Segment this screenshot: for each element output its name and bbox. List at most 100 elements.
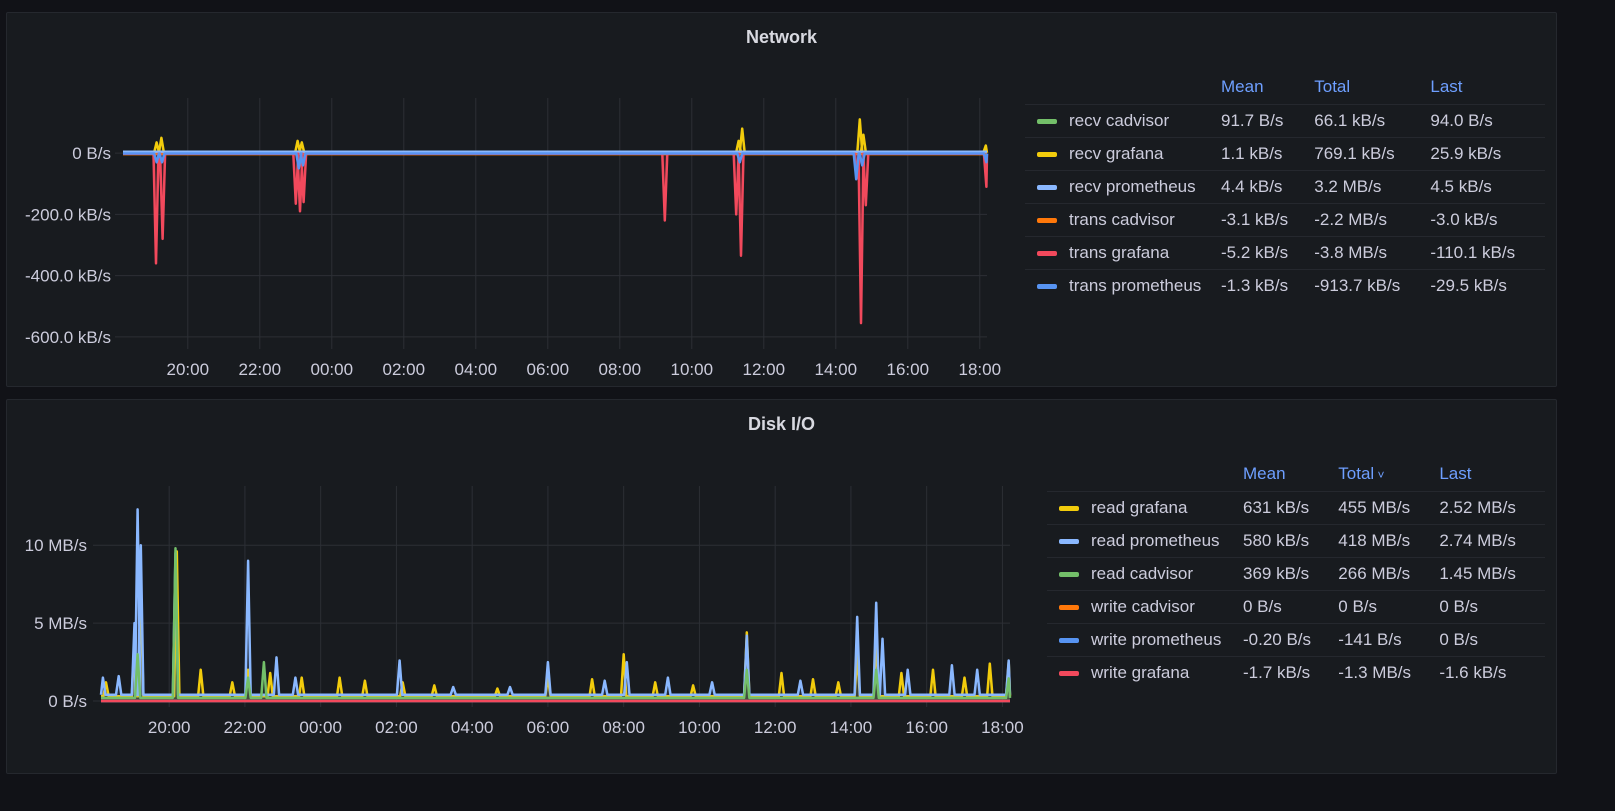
legend-value-total: -3.8 MB/s xyxy=(1314,235,1431,269)
series-color-swatch-icon[interactable] xyxy=(1059,505,1079,511)
x-tick-label: 12:00 xyxy=(754,718,797,737)
series-color-swatch-icon[interactable] xyxy=(1059,637,1079,643)
series-color-swatch-icon[interactable] xyxy=(1037,250,1057,256)
x-tick-label: 02:00 xyxy=(375,718,418,737)
legend-column-last[interactable]: Last xyxy=(1439,458,1545,491)
y-tick-label: 0 B/s xyxy=(72,144,111,163)
legend-series: recv prometheus xyxy=(1025,169,1221,203)
y-tick-label: 0 B/s xyxy=(48,692,87,711)
legend-value-last: 25.9 kB/s xyxy=(1430,136,1545,170)
legend-row[interactable]: trans prometheus -1.3 kB/s -913.7 kB/s -29.… xyxy=(1025,268,1545,302)
legend-value-last: 0 B/s xyxy=(1439,589,1545,623)
x-tick-label: 00:00 xyxy=(311,360,354,379)
legend-column-total[interactable]: Total xyxy=(1314,71,1430,104)
series-color-swatch-icon[interactable] xyxy=(1037,118,1057,124)
legend-column-mean[interactable]: Mean xyxy=(1243,458,1338,491)
series-name[interactable]: write prometheus xyxy=(1091,629,1222,649)
series-color-swatch-icon[interactable] xyxy=(1037,151,1057,157)
legend-series: write prometheus xyxy=(1047,622,1243,656)
x-tick-label: 12:00 xyxy=(743,360,786,379)
series-name[interactable]: recv cadvisor xyxy=(1069,110,1170,130)
legend-value-mean: -3.1 kB/s xyxy=(1221,202,1315,236)
legend-column-total[interactable]: Total ˅ xyxy=(1338,458,1439,491)
legend-row[interactable]: trans grafana -5.2 kB/s -3.8 MB/s -110.1 kB… xyxy=(1025,235,1545,269)
series-name[interactable]: write cadvisor xyxy=(1091,596,1195,616)
series-name[interactable]: write grafana xyxy=(1091,662,1190,682)
series-name[interactable]: trans grafana xyxy=(1069,242,1170,262)
legend-value-mean: 91.7 B/s xyxy=(1221,103,1315,137)
disk-io-panel: Disk I/O 0 B/s 5 MB/s 10 MB/s 20:00 22:00 00:… xyxy=(6,399,1557,774)
legend-column-mean[interactable]: Mean xyxy=(1221,71,1314,104)
legend-value-total: -1.3 MB/s xyxy=(1338,655,1440,689)
series-color-swatch-icon[interactable] xyxy=(1059,538,1079,544)
y-tick-label: -400.0 kB/s xyxy=(25,267,111,286)
series-name[interactable]: recv grafana xyxy=(1069,143,1164,163)
legend-value-mean: 1.1 kB/s xyxy=(1221,136,1315,170)
legend-value-total: 769.1 kB/s xyxy=(1314,136,1431,170)
series-name[interactable]: read cadvisor xyxy=(1091,563,1194,583)
legend-row[interactable]: read prometheus 580 kB/s 418 MB/s 2.74 MB/s xyxy=(1047,523,1545,557)
series-color-swatch-icon[interactable] xyxy=(1059,604,1079,610)
column-label: Total xyxy=(1338,464,1375,484)
y-tick-label: 5 MB/s xyxy=(34,614,87,633)
legend-value-total: -2.2 MB/s xyxy=(1314,202,1431,236)
x-tick-label: 20:00 xyxy=(148,718,191,737)
legend-column-last[interactable]: Last xyxy=(1430,71,1545,104)
legend-value-mean: -5.2 kB/s xyxy=(1221,235,1315,269)
legend-row[interactable]: recv prometheus 4.4 kB/s 3.2 MB/s 4.5 kB/s xyxy=(1025,169,1545,203)
legend-value-mean: -0.20 B/s xyxy=(1243,622,1339,656)
series-color-swatch-icon[interactable] xyxy=(1037,217,1057,223)
y-tick-label: -600.0 kB/s xyxy=(25,328,111,347)
legend-value-last: 2.74 MB/s xyxy=(1439,523,1545,557)
legend-row[interactable]: recv cadvisor 91.7 B/s 66.1 kB/s 94.0 B/s xyxy=(1025,103,1545,137)
panel-title: Network xyxy=(745,27,817,47)
y-tick-label: -200.0 kB/s xyxy=(25,205,111,224)
x-tick-label: 04:00 xyxy=(455,360,498,379)
legend-row[interactable]: trans cadvisor -3.1 kB/s -2.2 MB/s -3.0 kB/… xyxy=(1025,202,1545,236)
series-name[interactable]: read prometheus xyxy=(1091,530,1220,550)
legend-value-total: 0 B/s xyxy=(1338,589,1440,623)
series-color-swatch-icon[interactable] xyxy=(1037,184,1057,190)
series-line-read-prometheus xyxy=(99,508,1012,697)
x-tick-label: 18:00 xyxy=(981,718,1024,737)
x-tick-label: 08:00 xyxy=(599,360,642,379)
series-color-swatch-icon[interactable] xyxy=(1059,670,1079,676)
series-name[interactable]: trans prometheus xyxy=(1069,275,1202,295)
series-name[interactable]: trans cadvisor xyxy=(1069,209,1175,229)
legend-series: recv grafana xyxy=(1025,136,1221,170)
legend-row[interactable]: write cadvisor 0 B/s 0 B/s 0 B/s xyxy=(1047,589,1545,623)
legend-value-last: 94.0 B/s xyxy=(1430,103,1545,137)
legend-row[interactable]: write prometheus -0.20 B/s -141 B/s 0 B/s xyxy=(1047,622,1545,656)
legend-value-last: 4.5 kB/s xyxy=(1430,169,1545,203)
legend-value-total: 66.1 kB/s xyxy=(1314,103,1431,137)
x-tick-label: 08:00 xyxy=(602,718,645,737)
x-tick-label: 10:00 xyxy=(678,718,721,737)
legend-header: Mean Total ˅ Last xyxy=(1047,458,1545,491)
column-label: Last xyxy=(1439,464,1472,484)
legend-series: trans prometheus xyxy=(1025,268,1221,302)
legend-value-total: -141 B/s xyxy=(1338,622,1440,656)
legend-row[interactable]: recv grafana 1.1 kB/s 769.1 kB/s 25.9 kB/s xyxy=(1025,136,1545,170)
legend-value-mean: 4.4 kB/s xyxy=(1221,169,1315,203)
legend-row[interactable]: read grafana 631 kB/s 455 MB/s 2.52 MB/s xyxy=(1047,490,1545,524)
x-tick-label: 22:00 xyxy=(224,718,267,737)
legend-row[interactable]: read cadvisor 369 kB/s 266 MB/s 1.45 MB/s xyxy=(1047,556,1545,590)
legend-row[interactable]: write grafana -1.7 kB/s -1.3 MB/s -1.6 kB/s xyxy=(1047,655,1545,689)
panel-title: Disk I/O xyxy=(747,414,816,434)
legend-value-total: -913.7 kB/s xyxy=(1314,268,1431,302)
series-color-swatch-icon[interactable] xyxy=(1059,571,1079,577)
legend-value-mean: 369 kB/s xyxy=(1243,556,1339,590)
legend-header: Mean Total Last xyxy=(1025,71,1545,104)
legend-series: read prometheus xyxy=(1047,523,1243,557)
x-tick-label: 16:00 xyxy=(905,718,948,737)
legend-value-total: 3.2 MB/s xyxy=(1314,169,1431,203)
x-tick-label: 04:00 xyxy=(451,718,494,737)
series-color-swatch-icon[interactable] xyxy=(1037,283,1057,289)
legend-value-last: -110.1 kB/s xyxy=(1430,235,1545,269)
x-tick-label: 18:00 xyxy=(959,360,1002,379)
series-name[interactable]: read grafana xyxy=(1091,497,1188,517)
series-name[interactable]: recv prometheus xyxy=(1069,176,1196,196)
legend-series: trans cadvisor xyxy=(1025,202,1221,236)
legend-header-blank xyxy=(1047,458,1243,491)
network-chart: 0 B/s -200.0 kB/s -400.0 kB/s -600.0 kB/s 20… xyxy=(25,98,1002,379)
